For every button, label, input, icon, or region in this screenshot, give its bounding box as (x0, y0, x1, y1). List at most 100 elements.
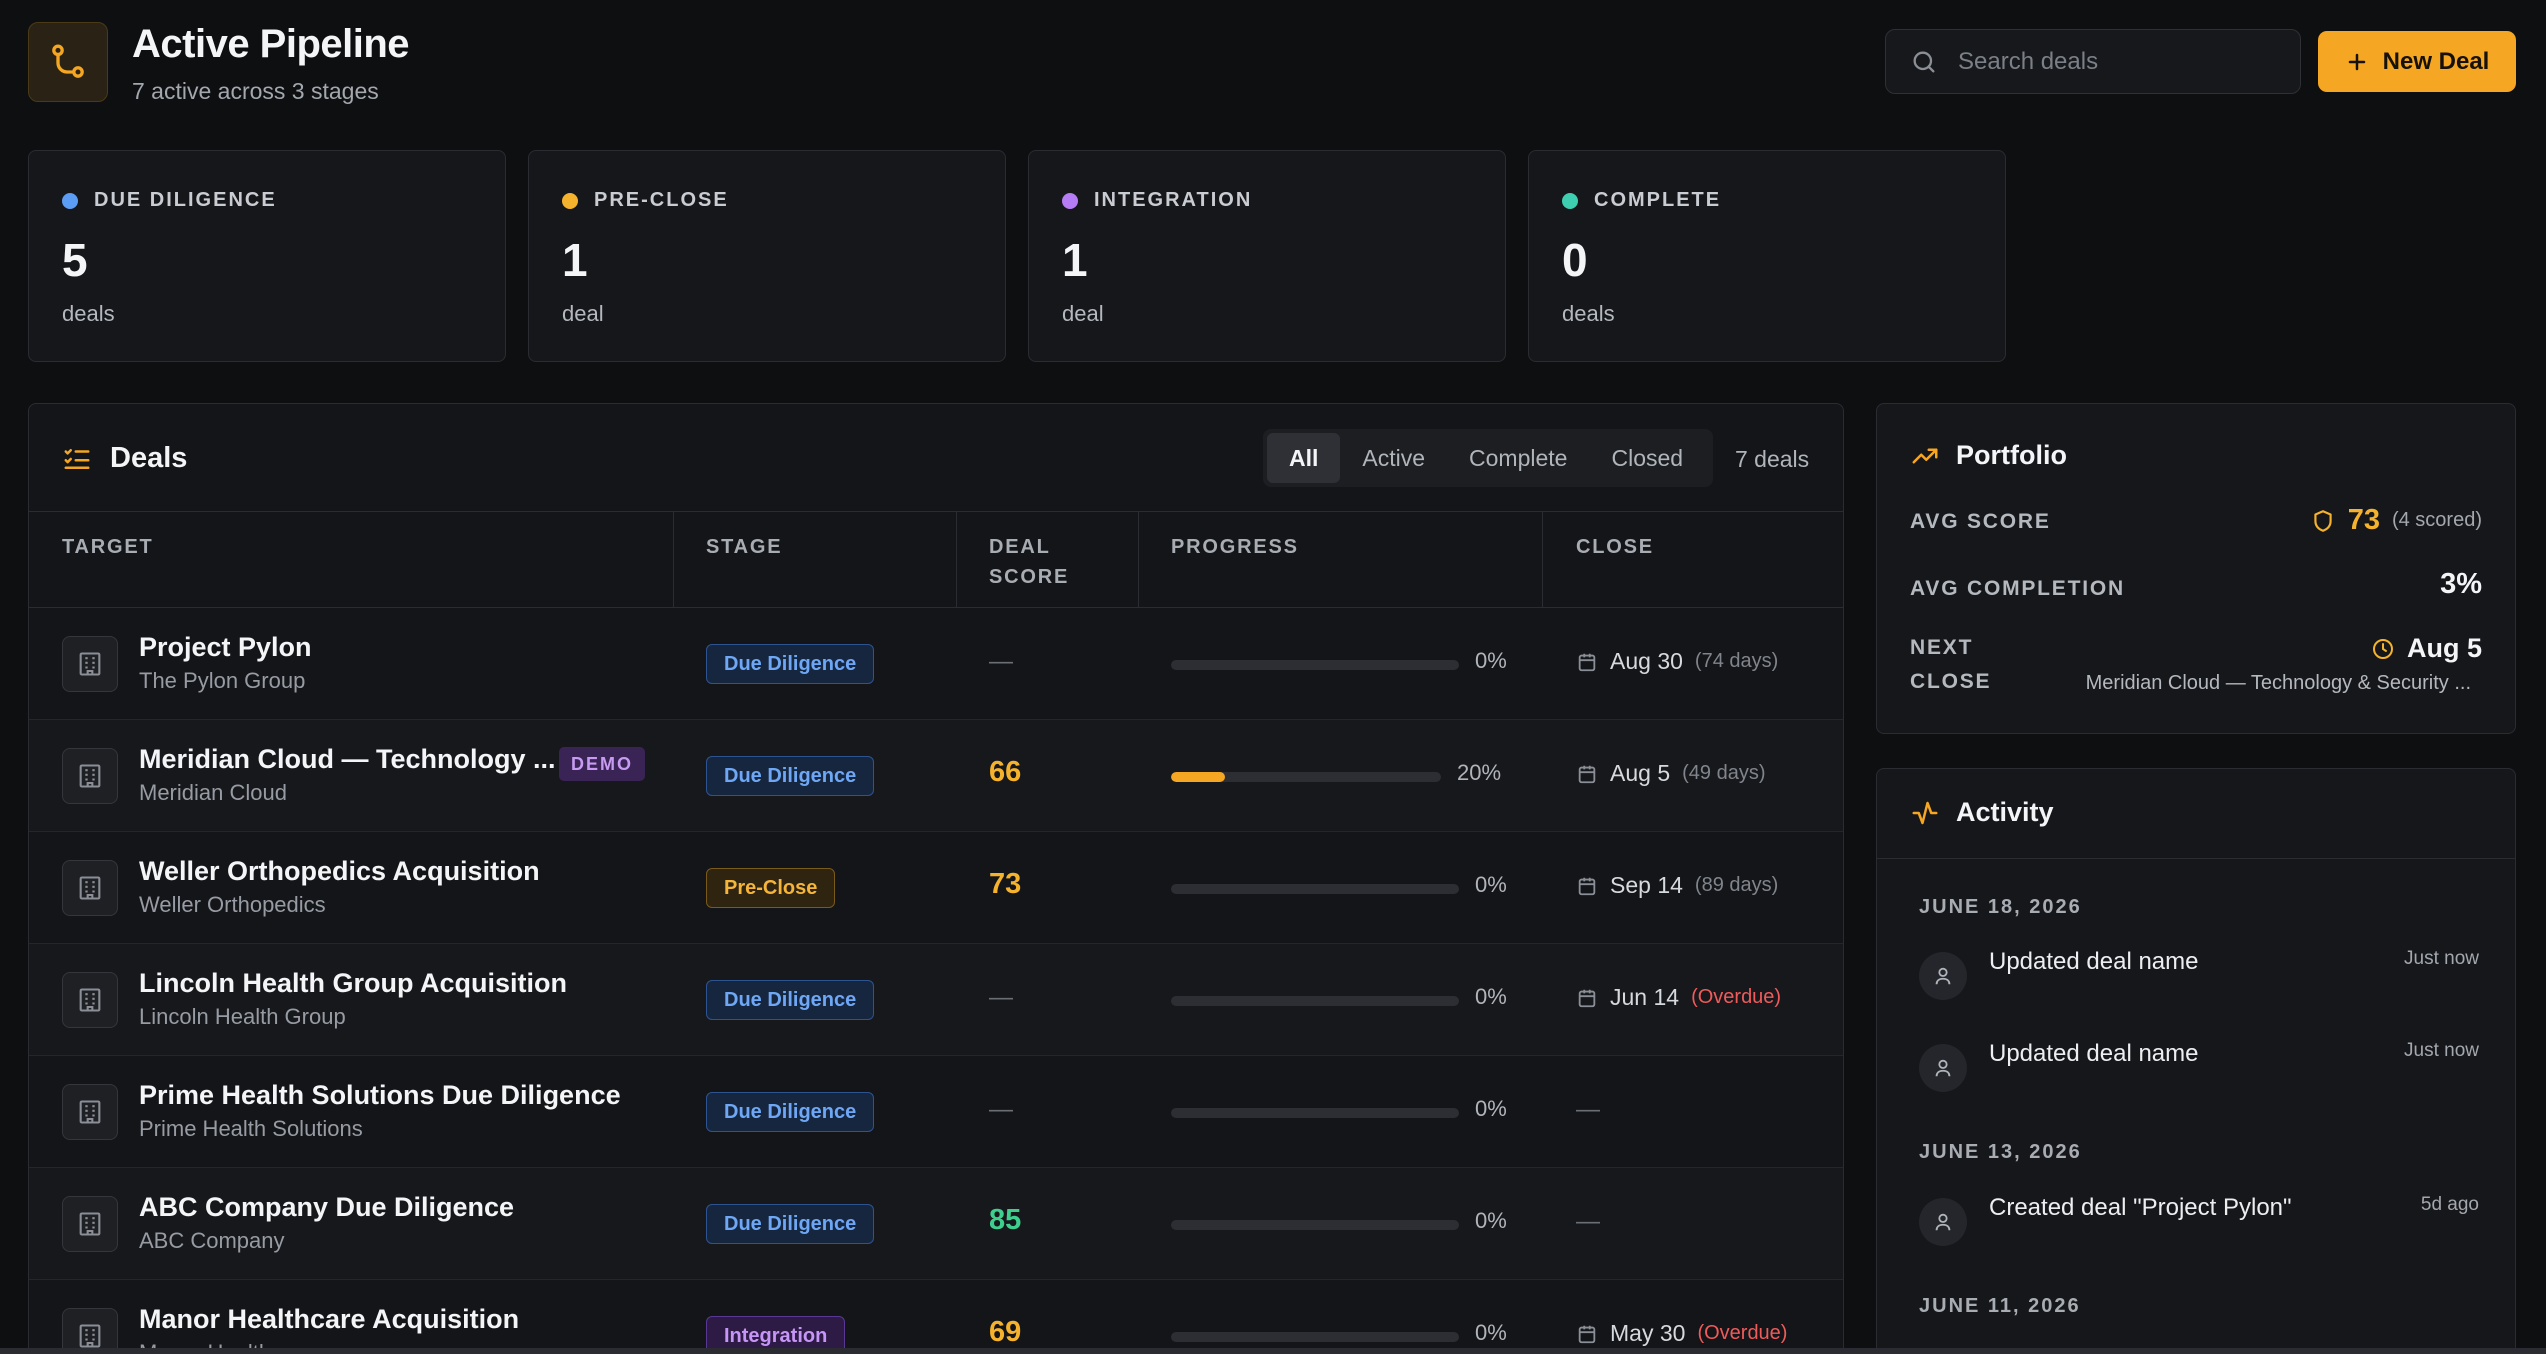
deal-company: Meridian Cloud (139, 780, 287, 805)
activity-item[interactable]: Updated deal name Just now (1919, 942, 2479, 1002)
activity-time: Just now (2404, 948, 2479, 969)
close-date: Aug 30 (1610, 648, 1683, 674)
stage-badge: Due Diligence (706, 644, 875, 684)
filter-tab-complete[interactable]: Complete (1469, 444, 1568, 471)
table-row[interactable]: Meridian Cloud — Technology ... Meridian … (29, 720, 1843, 832)
deal-score: — (989, 1096, 1013, 1123)
col-divider (956, 512, 957, 608)
activity-panel: Activity JUNE 18, 2026 Updated deal name J… (1876, 768, 2516, 1354)
stage-dot (562, 192, 578, 209)
deal-name[interactable]: Manor Healthcare Acquisition (139, 1304, 520, 1334)
deal-company: Weller Orthopedics (139, 892, 326, 917)
search-icon (1913, 51, 1935, 73)
calendar-icon (1578, 877, 1596, 895)
deal-company: The Pylon Group (139, 668, 306, 693)
building-icon (79, 1324, 101, 1348)
page-subtitle: 7 active across 3 stages (132, 78, 379, 104)
new-deal-label: New Deal (2382, 47, 2490, 75)
col-close[interactable]: CLOSE (1576, 536, 1654, 558)
filter-tab-closed[interactable]: Closed (1611, 444, 1684, 471)
col-deal-score-line1: DEAL (989, 536, 1051, 558)
calendar-icon (1578, 989, 1596, 1007)
bottom-edge (0, 1348, 2546, 1354)
col-deal-score[interactable]: DEAL SCORE (989, 532, 1069, 592)
avg-completion-label: AVG COMPLETION (1910, 577, 2125, 600)
trending-up-icon (1912, 448, 1938, 463)
stage-card-complete[interactable]: COMPLETE 0 deals (1528, 150, 2006, 362)
stage-unit: deals (62, 301, 115, 326)
progress-bar (1171, 884, 1459, 894)
activity-header: Activity (1877, 769, 2515, 859)
clock-icon (2372, 638, 2393, 659)
next-close-deal[interactable]: Meridian Cloud — Technology & Security .… (2085, 672, 2471, 694)
table-row[interactable]: Prime Health Solutions Due Diligence Prim… (29, 1056, 1843, 1168)
deal-company: ABC Company (139, 1228, 285, 1253)
stage-card-integration[interactable]: INTEGRATION 1 deal (1028, 150, 1506, 362)
plus-icon (2348, 53, 2365, 70)
deals-title: Deals (110, 442, 188, 474)
progress-percent: 0% (1475, 648, 1507, 673)
col-progress[interactable]: PROGRESS (1171, 536, 1299, 558)
deal-name[interactable]: Prime Health Solutions Due Diligence (139, 1080, 621, 1110)
deal-name[interactable]: Weller Orthopedics Acquisition (139, 856, 540, 886)
close-date-cell: Sep 14 (89 days) (1576, 872, 1778, 899)
filter-tab-active[interactable]: Active (1362, 444, 1426, 471)
deal-company: Lincoln Health Group (139, 1004, 346, 1029)
progress-bar (1171, 996, 1459, 1006)
stage-card-pre-close[interactable]: PRE-CLOSE 1 deal (528, 150, 1006, 362)
col-stage[interactable]: STAGE (706, 536, 783, 558)
demo-badge: DEMO (559, 747, 645, 781)
activity-date: JUNE 13, 2026 (1919, 1141, 2082, 1163)
close-date: Aug 5 (1610, 760, 1671, 786)
user-icon (1935, 967, 1951, 985)
user-icon (1935, 1213, 1951, 1231)
activity-item[interactable]: Created deal "Project Pylon" 5d ago (1919, 1188, 2479, 1248)
activity-avatar (1919, 1198, 1967, 1246)
search-input[interactable] (1958, 47, 2298, 76)
table-row[interactable]: Lincoln Health Group Acquisition Lincoln … (29, 944, 1843, 1056)
deal-name[interactable]: Project Pylon (139, 632, 312, 662)
days-remaining: (89 days) (1694, 874, 1779, 896)
deal-score: — (989, 648, 1013, 675)
deal-avatar (62, 972, 118, 1028)
progress-bar (1171, 1108, 1459, 1118)
stage-card-header: PRE-CLOSE (562, 189, 729, 212)
progress-percent: 0% (1475, 1320, 1507, 1345)
building-icon (79, 876, 101, 900)
stage-badge: Due Diligence (706, 980, 875, 1020)
stage-dot (1562, 192, 1578, 209)
activity-text: Updated deal name (1989, 948, 2199, 975)
filter-tab-all[interactable]: All (1267, 433, 1341, 483)
table-row[interactable]: Project Pylon The Pylon Group Due Diligenc… (29, 608, 1843, 720)
col-divider (1138, 512, 1139, 608)
days-remaining: (74 days) (1694, 650, 1779, 672)
stage-badge: Integration (706, 1316, 846, 1354)
activity-item[interactable]: Updated deal name Just now (1919, 1034, 2479, 1094)
pipeline-logo (28, 22, 108, 102)
stage-name: COMPLETE (1594, 189, 1722, 211)
deal-score: 66 (989, 756, 1022, 788)
close-date-empty: — (1576, 1096, 1600, 1123)
table-row[interactable]: ABC Company Due Diligence ABC Company Due … (29, 1168, 1843, 1280)
deal-name[interactable]: Meridian Cloud — Technology ... (139, 744, 556, 774)
deal-name[interactable]: Lincoln Health Group Acquisition (139, 968, 567, 998)
table-header: TARGET STAGE DEAL SCORE PROGRESS CLOSE (29, 512, 1843, 608)
stage-card-due-diligence[interactable]: DUE DILIGENCE 5 deals (28, 150, 506, 362)
progress-percent: 20% (1457, 760, 1502, 785)
portfolio-panel: Portfolio AVG SCORE 73 (4 scored) AVG CO… (1876, 403, 2516, 734)
new-deal-button[interactable]: New Deal (2318, 31, 2516, 92)
activity-text: Created deal "Project Pylon" (1989, 1194, 2292, 1221)
table-row[interactable]: Manor Healthcare Acquisition Manor Health… (29, 1280, 1843, 1354)
deal-score: 73 (989, 868, 1022, 900)
overdue-label: (Overdue) (1697, 1322, 1788, 1344)
stage-unit: deal (562, 301, 604, 326)
progress-percent: 0% (1475, 872, 1507, 897)
user-icon (1935, 1059, 1951, 1077)
days-remaining: (49 days) (1682, 762, 1766, 784)
search-box[interactable] (1885, 29, 2301, 94)
deal-name[interactable]: ABC Company Due Diligence (139, 1192, 515, 1222)
activity-date: JUNE 18, 2026 (1919, 896, 2082, 918)
col-target[interactable]: TARGET (62, 536, 154, 558)
next-close-label: NEXT CLOSE (1910, 631, 1991, 699)
table-row[interactable]: Weller Orthopedics Acquisition Weller Ort… (29, 832, 1843, 944)
